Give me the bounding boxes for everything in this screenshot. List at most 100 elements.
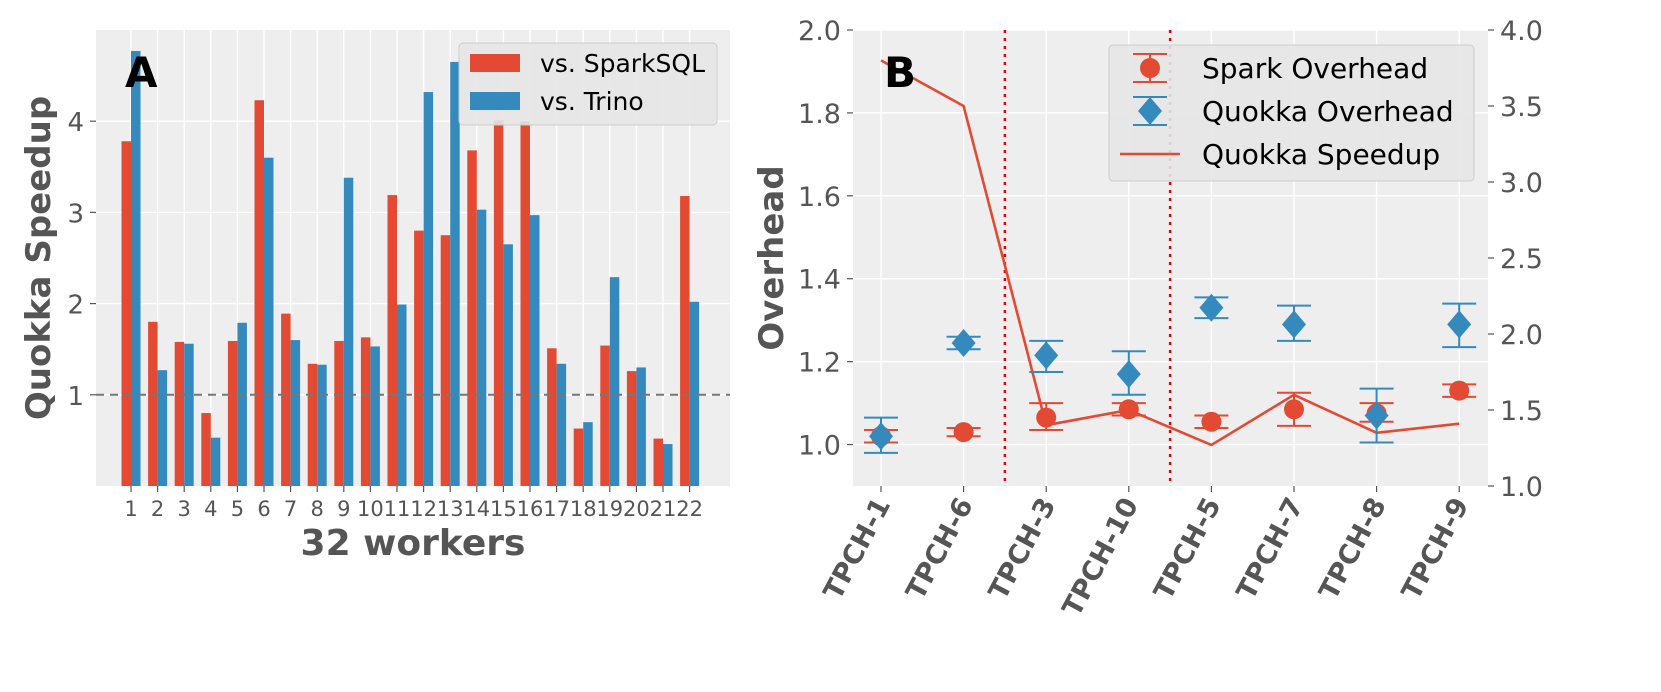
legend-entry: Quokka Speedup bbox=[1120, 138, 1440, 171]
legend-diamond-marker bbox=[1138, 97, 1162, 125]
legend-label: Quokka Overhead bbox=[1202, 95, 1454, 128]
x-tick-label: 19 bbox=[596, 497, 623, 521]
bar-trino-16 bbox=[530, 215, 540, 487]
legend-label: vs. Trino bbox=[540, 87, 644, 116]
bar-sparksql-4 bbox=[201, 413, 211, 486]
bar-trino-4 bbox=[210, 437, 221, 486]
x-tick-label: TPCH-1 bbox=[818, 493, 897, 605]
bar-trino-9 bbox=[343, 177, 354, 486]
quokka-overhead-point-TPCH-3 bbox=[1029, 339, 1064, 373]
diamond-marker bbox=[869, 422, 893, 451]
y2-tick-label: 3.0 bbox=[1500, 168, 1543, 199]
panel-label-a: A bbox=[125, 48, 158, 97]
x-tick-label: 15 bbox=[490, 497, 517, 521]
bar-trino-6 bbox=[264, 157, 274, 486]
bar-trino-1 bbox=[131, 50, 141, 486]
bar-trino-21 bbox=[663, 444, 673, 486]
diamond-marker bbox=[1034, 341, 1059, 370]
x-tick-label: TPCH-5 bbox=[1148, 493, 1227, 605]
legend-box bbox=[458, 42, 718, 126]
circle-marker bbox=[1449, 380, 1470, 401]
bar-sparksql-1 bbox=[121, 141, 131, 486]
bar-trino-22 bbox=[689, 301, 700, 486]
bar-trino-12 bbox=[423, 92, 434, 487]
x-tick-label: TPCH-9 bbox=[1396, 493, 1475, 605]
panel-a-bars bbox=[121, 50, 700, 487]
quokka-overhead-point-TPCH-1 bbox=[864, 416, 898, 454]
panel-b: 1.0 1.2 1.4 1.6 1.8 2.0 1.0 1.5 2.0 2.5 3.0 3.5 4.0… bbox=[752, 16, 1543, 622]
circle-marker bbox=[1036, 407, 1057, 428]
legend-box bbox=[1108, 44, 1475, 182]
bar-sparksql-16 bbox=[520, 121, 530, 486]
x-tick-label: 5 bbox=[231, 497, 244, 521]
y2-tick-label: 4.0 bbox=[1500, 16, 1543, 47]
bar-sparksql-20 bbox=[626, 371, 637, 486]
y-tick-label: 4 bbox=[67, 108, 84, 138]
bar-trino-18 bbox=[583, 422, 593, 486]
bar-trino-10 bbox=[370, 346, 380, 486]
bar-trino-15 bbox=[503, 244, 513, 486]
y-tick-label: 1.0 bbox=[798, 431, 841, 462]
legend-label: vs. SparkSQL bbox=[540, 49, 705, 78]
bar-trino-17 bbox=[556, 363, 567, 486]
bar-sparksql-2 bbox=[148, 321, 158, 486]
quokka-overhead-point-TPCH-8 bbox=[1359, 387, 1394, 444]
circle-marker bbox=[1201, 411, 1222, 432]
bar-trino-8 bbox=[317, 364, 327, 486]
bar-trino-19 bbox=[609, 277, 620, 486]
legend-entry: Spark Overhead bbox=[1133, 52, 1428, 85]
bar-trino-13 bbox=[450, 61, 460, 487]
diamond-marker bbox=[1282, 310, 1306, 339]
legend-circle-marker bbox=[1140, 58, 1160, 78]
x-tick-label: TPCH-7 bbox=[1231, 493, 1310, 605]
bar-sparksql-22 bbox=[680, 195, 690, 486]
y2-tick-label: 1.0 bbox=[1500, 472, 1543, 503]
bar-trino-5 bbox=[237, 322, 247, 486]
spark-overhead-point-TPCH-5 bbox=[1194, 411, 1229, 432]
quokka-overhead-point-TPCH-7 bbox=[1277, 304, 1311, 342]
bar-sparksql-5 bbox=[227, 340, 238, 486]
bar-sparksql-11 bbox=[387, 195, 397, 486]
legend-swatch bbox=[470, 54, 520, 72]
x-tick-label: TPCH-8 bbox=[1313, 493, 1392, 605]
y-tick-label: 3 bbox=[67, 199, 84, 229]
x-tick-label: 20 bbox=[623, 497, 650, 521]
spark-overhead-point-TPCH-10 bbox=[1111, 399, 1146, 420]
bar-sparksql-14 bbox=[467, 150, 477, 486]
x-tick-label: 18 bbox=[570, 497, 597, 521]
x-tick-label: TPCH-3 bbox=[983, 493, 1062, 605]
bar-trino-2 bbox=[157, 370, 168, 486]
panel-label-b: B bbox=[884, 48, 916, 97]
legend-label: Quokka Speedup bbox=[1202, 138, 1440, 171]
x-tick-label: 8 bbox=[311, 497, 324, 521]
bar-sparksql-3 bbox=[174, 341, 185, 486]
y2-tick-label: 2.5 bbox=[1500, 244, 1543, 275]
x-tick-label: 1 bbox=[124, 497, 137, 521]
panel-a-y-axis-title: Quokka Speedup bbox=[19, 96, 59, 420]
quokka-speedup-line bbox=[880, 59, 1460, 447]
bar-sparksql-21 bbox=[653, 438, 663, 486]
bar-trino-3 bbox=[184, 343, 194, 486]
panel-a-legend: vs. SparkSQL vs. Trino bbox=[458, 42, 718, 126]
x-tick-label: 17 bbox=[543, 497, 570, 521]
panel-b-legend: Spark Overhead Quokka Overhead Quokka Spee… bbox=[1108, 44, 1475, 182]
diamond-marker bbox=[1116, 360, 1141, 389]
bar-trino-14 bbox=[476, 209, 487, 486]
panel-b-y2-ticks: 1.0 1.5 2.0 2.5 3.0 3.5 4.0 bbox=[1488, 16, 1543, 503]
bar-sparksql-12 bbox=[414, 230, 424, 486]
panel-b-y-ticks: 1.0 1.2 1.4 1.6 1.8 2.0 bbox=[798, 16, 853, 462]
quokka-overhead-point-TPCH-9 bbox=[1442, 302, 1477, 349]
y-tick-label: 1.6 bbox=[798, 182, 841, 213]
bar-sparksql-7 bbox=[281, 313, 291, 486]
panel-b-speedup-line bbox=[880, 59, 1460, 447]
x-tick-label: 3 bbox=[178, 497, 191, 521]
y2-tick-label: 2.0 bbox=[1500, 320, 1543, 351]
bar-sparksql-9 bbox=[334, 340, 344, 486]
y2-tick-label: 1.5 bbox=[1500, 396, 1543, 427]
bar-sparksql-17 bbox=[547, 348, 557, 486]
bar-sparksql-15 bbox=[493, 120, 504, 487]
spark-overhead-point-TPCH-3 bbox=[1029, 402, 1064, 432]
bar-trino-20 bbox=[636, 367, 646, 486]
y-tick-label: 1.4 bbox=[798, 265, 841, 296]
